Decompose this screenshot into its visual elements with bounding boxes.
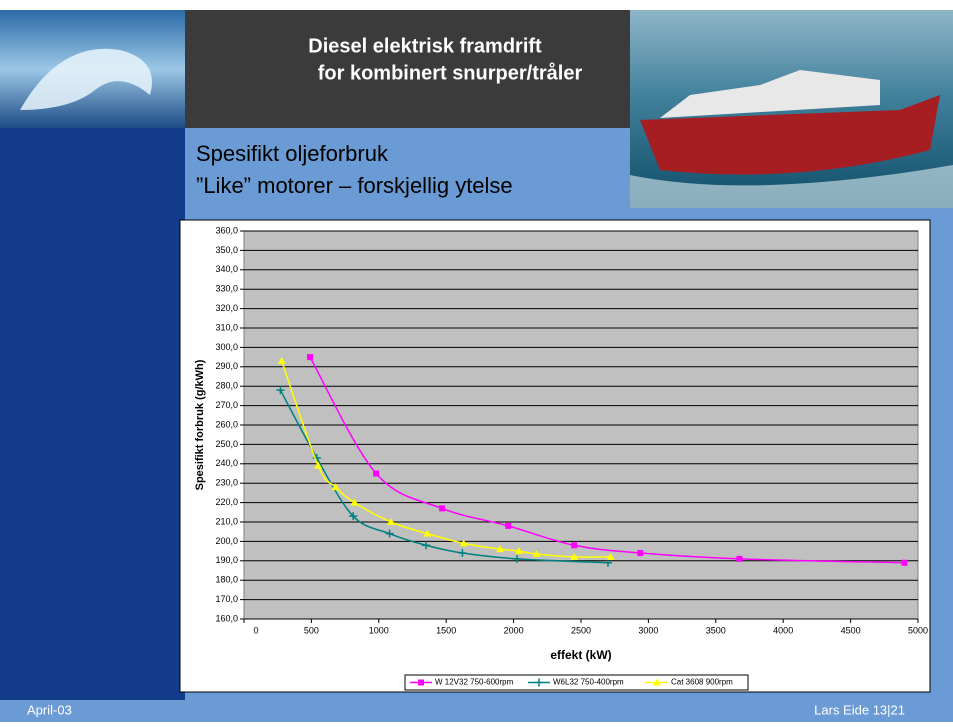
data-point [350, 498, 359, 506]
data-point [373, 470, 380, 477]
left-column [0, 128, 185, 700]
footer-left: April-03 [27, 702, 72, 717]
y-tick-label: 330,0 [215, 284, 238, 294]
y-axis-label: Spesifikt forbruk (g/kWh) [194, 359, 206, 490]
x-tick-label: 4500 [841, 625, 861, 635]
x-tick-label: 2500 [571, 625, 591, 635]
y-tick-label: 230,0 [215, 478, 238, 488]
y-tick-label: 180,0 [215, 575, 238, 585]
ship-wake [630, 165, 953, 208]
data-point [532, 550, 541, 558]
title: Diesel elektrisk framdrift [308, 35, 542, 57]
header-band [185, 10, 630, 128]
subtitle: ”Like” motorer – forskjellig ytelse [196, 173, 513, 198]
data-point [606, 552, 615, 560]
y-tick-label: 200,0 [215, 536, 238, 546]
legend-label: W 12V32 750-600rpm [435, 678, 514, 687]
y-tick-label: 270,0 [215, 400, 238, 410]
y-tick-label: 210,0 [215, 516, 238, 526]
x-tick-label: 1000 [369, 625, 389, 635]
legend-marker [418, 679, 424, 686]
y-tick-label: 250,0 [215, 439, 238, 449]
data-point [458, 549, 467, 558]
data-point [514, 547, 523, 555]
x-tick-label: 500 [304, 625, 319, 635]
data-point [736, 555, 743, 562]
data-point [276, 386, 285, 395]
data-point [570, 552, 579, 560]
y-tick-label: 190,0 [215, 555, 238, 565]
y-tick-label: 350,0 [215, 245, 238, 255]
ship-superstructure [660, 70, 880, 118]
data-point [349, 512, 358, 521]
data-point [331, 483, 340, 491]
y-tick-label: 340,0 [215, 264, 238, 274]
ship-hull [640, 95, 940, 175]
y-tick-label: 240,0 [215, 458, 238, 468]
legend-marker [653, 678, 661, 686]
wave-crest [20, 48, 152, 110]
x-tick-label: 5000 [908, 625, 928, 635]
data-point [386, 518, 395, 525]
legend-label: W6L32 750-400rpm [553, 678, 624, 687]
legend [404, 674, 749, 691]
title: for kombinert snurper/tråler [318, 61, 583, 84]
top-strip [0, 0, 953, 10]
data-point [277, 356, 286, 364]
x-tick-label: 0 [253, 625, 258, 635]
x-tick-label: 2000 [504, 625, 524, 635]
y-tick-label: 310,0 [215, 322, 238, 332]
data-point [439, 505, 446, 512]
data-point [571, 542, 578, 549]
data-point [496, 545, 505, 553]
data-point [385, 529, 394, 538]
data-point [603, 558, 612, 567]
data-point [637, 550, 644, 557]
y-tick-label: 170,0 [215, 594, 238, 604]
data-point [307, 354, 314, 361]
data-point [512, 554, 521, 563]
y-tick-label: 320,0 [215, 303, 238, 313]
legend-label: Cat 3608 900rpm [671, 678, 733, 687]
x-tick-label: 4000 [773, 625, 793, 635]
data-point [505, 522, 512, 529]
data-point [423, 529, 432, 537]
legend-marker [535, 678, 543, 687]
footer-right: Lars Eide 13|21 [814, 702, 905, 717]
x-tick-label: 3500 [706, 625, 726, 635]
y-tick-label: 300,0 [215, 342, 238, 352]
y-tick-label: 160,0 [215, 613, 238, 623]
x-tick-label: 3000 [638, 625, 658, 635]
y-tick-label: 290,0 [215, 361, 238, 371]
data-point [459, 539, 468, 547]
y-tick-label: 280,0 [215, 381, 238, 391]
y-tick-label: 360,0 [215, 225, 238, 235]
x-tick-label: 1500 [436, 625, 456, 635]
data-point [314, 461, 323, 469]
subtitle: Spesifikt oljeforbruk [196, 141, 389, 166]
y-tick-label: 220,0 [215, 497, 238, 507]
x-axis-label: effekt (kW) [550, 648, 611, 662]
data-point [421, 541, 430, 550]
y-tick-label: 260,0 [215, 419, 238, 429]
data-point [901, 559, 908, 566]
